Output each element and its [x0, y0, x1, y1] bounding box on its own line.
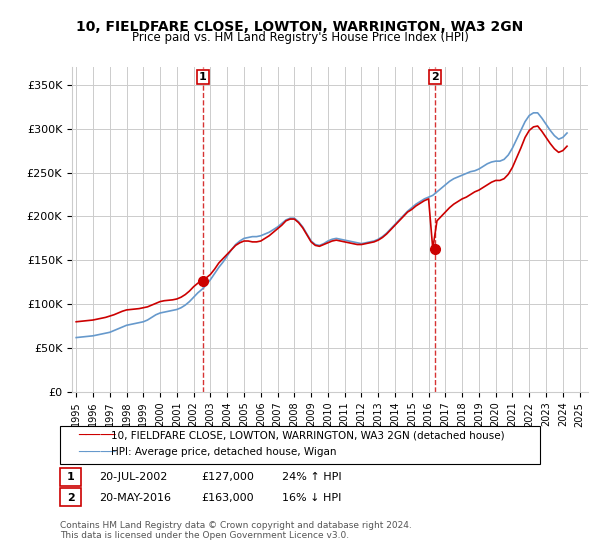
- Text: 24% ↑ HPI: 24% ↑ HPI: [282, 472, 341, 482]
- Text: ─────: ─────: [78, 446, 115, 459]
- Text: ─────: ─────: [78, 428, 115, 442]
- Text: 16% ↓ HPI: 16% ↓ HPI: [282, 493, 341, 503]
- Text: 1: 1: [67, 472, 74, 482]
- Text: £127,000: £127,000: [201, 472, 254, 482]
- Text: 2: 2: [431, 72, 439, 82]
- Text: Contains HM Land Registry data © Crown copyright and database right 2024.
This d: Contains HM Land Registry data © Crown c…: [60, 521, 412, 540]
- Text: 10, FIELDFARE CLOSE, LOWTON, WARRINGTON, WA3 2GN (detached house): 10, FIELDFARE CLOSE, LOWTON, WARRINGTON,…: [111, 430, 505, 440]
- Text: 20-JUL-2002: 20-JUL-2002: [99, 472, 167, 482]
- Text: 2: 2: [67, 493, 74, 503]
- Text: Price paid vs. HM Land Registry's House Price Index (HPI): Price paid vs. HM Land Registry's House …: [131, 31, 469, 44]
- Text: £163,000: £163,000: [201, 493, 254, 503]
- Text: 1: 1: [199, 72, 207, 82]
- Text: 10, FIELDFARE CLOSE, LOWTON, WARRINGTON, WA3 2GN: 10, FIELDFARE CLOSE, LOWTON, WARRINGTON,…: [76, 20, 524, 34]
- Text: HPI: Average price, detached house, Wigan: HPI: Average price, detached house, Wiga…: [111, 447, 337, 458]
- Text: 20-MAY-2016: 20-MAY-2016: [99, 493, 171, 503]
